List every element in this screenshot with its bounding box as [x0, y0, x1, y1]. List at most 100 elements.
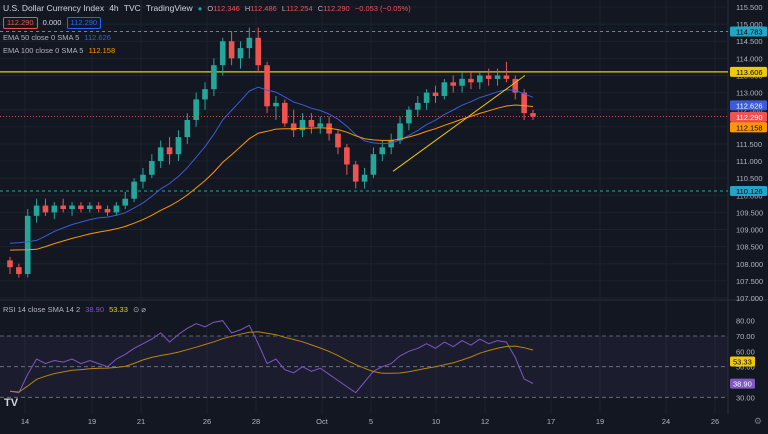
ema50-label: EMA 50 close 0 SMA 5	[3, 33, 79, 42]
price-tick-label: 114.000	[736, 54, 763, 63]
candle-body	[96, 206, 102, 209]
time-tick-label: 12	[481, 417, 489, 426]
candle-body	[105, 209, 111, 212]
ohlc-open: 112.346	[213, 4, 240, 13]
price-tick-label: 109.500	[736, 208, 763, 217]
badge-upper-dashed: 114.783	[736, 28, 763, 37]
rsi-tick-label: 70.00	[736, 332, 755, 341]
candle-body	[60, 206, 66, 209]
badge-support: 110.126	[736, 187, 763, 196]
candle-body	[211, 65, 217, 89]
candle-body	[78, 206, 84, 209]
candle-body	[114, 206, 120, 213]
ohlc-close: 112.290	[323, 4, 350, 13]
candle-body	[282, 103, 288, 124]
rsi-ma-value: 53.33	[109, 305, 128, 314]
ohlc-low: 112.254	[286, 4, 313, 13]
candle-body	[247, 38, 253, 48]
badge-rsi-ma: 53.33	[733, 358, 752, 367]
time-tick-label: 14	[21, 417, 29, 426]
candle-body	[362, 175, 368, 182]
price-tick-label: 114.500	[736, 37, 763, 46]
candle-body	[122, 199, 128, 206]
price-tick-label: 107.000	[736, 294, 763, 303]
buy-button[interactable]: 112.290	[67, 17, 102, 29]
badge-resistance: 113.606	[736, 68, 763, 77]
rsi-settings-icons[interactable]: ⊙ ⌀	[133, 305, 146, 314]
time-tick-label: 26	[711, 417, 719, 426]
candle-body	[486, 75, 492, 78]
symbol-name[interactable]: U.S. Dollar Currency Index	[3, 3, 104, 13]
candle-body	[521, 93, 527, 114]
candle-body	[43, 206, 49, 213]
time-tick-label: 10	[432, 417, 440, 426]
candle-body	[158, 147, 164, 161]
candle-body	[450, 82, 456, 85]
candle-body	[34, 206, 40, 216]
price-tick-label: 113.000	[736, 89, 763, 98]
rsi-value: 38.90	[85, 305, 104, 314]
candle-body	[459, 79, 465, 86]
candle-body	[264, 65, 270, 106]
ema100-label: EMA 100 close 0 SMA 5	[3, 46, 83, 55]
candle-body	[176, 137, 182, 154]
ema100-legend[interactable]: EMA 100 close 0 SMA 5 112.158	[3, 46, 118, 55]
time-tick-label: 17	[547, 417, 555, 426]
rsi-tick-label: 30.00	[736, 393, 755, 402]
rsi-label: RSI 14 close SMA 14 2	[3, 305, 80, 314]
price-tick-label: 108.000	[736, 260, 763, 269]
ohlc-change: −0.053 (−0.05%)	[355, 4, 411, 13]
candle-body	[495, 75, 501, 78]
badge-ema100: 112.158	[736, 123, 763, 132]
candle-body	[388, 141, 394, 148]
candle-body	[353, 164, 359, 181]
price-tick-label: 108.500	[736, 243, 763, 252]
candle-body	[167, 147, 173, 154]
sell-button[interactable]: 112.290	[3, 17, 38, 29]
candle-body	[335, 134, 341, 148]
price-tick-label: 115.500	[736, 3, 763, 12]
trade-buttons: 112.290 0.000 112.290	[3, 17, 104, 29]
candle-body	[184, 120, 190, 137]
price-tick-label: 110.500	[736, 174, 763, 183]
trendline	[393, 75, 525, 171]
candle-body	[433, 93, 439, 96]
candle-body	[16, 267, 22, 274]
price-tick-label: 107.500	[736, 277, 763, 286]
candle-body	[87, 206, 93, 209]
candle-body	[149, 161, 155, 175]
time-tick-label: 28	[252, 417, 260, 426]
symbol-legend: U.S. Dollar Currency Index 4h TVC Tradin…	[3, 3, 414, 13]
candle-body	[238, 48, 244, 58]
candle-body	[380, 147, 386, 154]
candle-body	[317, 123, 323, 126]
rsi-tick-label: 80.00	[736, 317, 755, 326]
rsi-legend[interactable]: RSI 14 close SMA 14 2 38.90 53.33 ⊙ ⌀	[3, 305, 149, 314]
badge-rsi: 38.90	[733, 380, 752, 389]
time-tick-label: Oct	[316, 417, 329, 426]
candle-body	[468, 79, 474, 82]
interval[interactable]: 4h	[109, 3, 118, 13]
time-tick-label: 21	[137, 417, 145, 426]
gear-icon[interactable]: ⚙	[754, 416, 762, 427]
candle-body	[309, 120, 315, 127]
badge-last-price: 112.290	[736, 113, 763, 122]
candle-body	[255, 38, 261, 65]
ema50-legend[interactable]: EMA 50 close 0 SMA 5 112.626	[3, 33, 114, 42]
source: TradingView	[146, 3, 193, 13]
candle-body	[25, 216, 31, 274]
ohlc-high: 112.486	[250, 4, 277, 13]
candle-body	[477, 75, 483, 82]
ema50-value: 112.626	[84, 33, 111, 42]
time-tick-label: 19	[596, 417, 604, 426]
candle-body	[69, 206, 75, 209]
price-tick-label: 111.500	[736, 140, 762, 149]
time-tick-label: 5	[369, 417, 373, 426]
time-tick-label: 19	[88, 417, 96, 426]
candle-body	[220, 41, 226, 65]
candle-body	[273, 103, 279, 106]
candle-body	[229, 41, 235, 58]
tradingview-logo-icon[interactable]: TV	[4, 397, 18, 409]
